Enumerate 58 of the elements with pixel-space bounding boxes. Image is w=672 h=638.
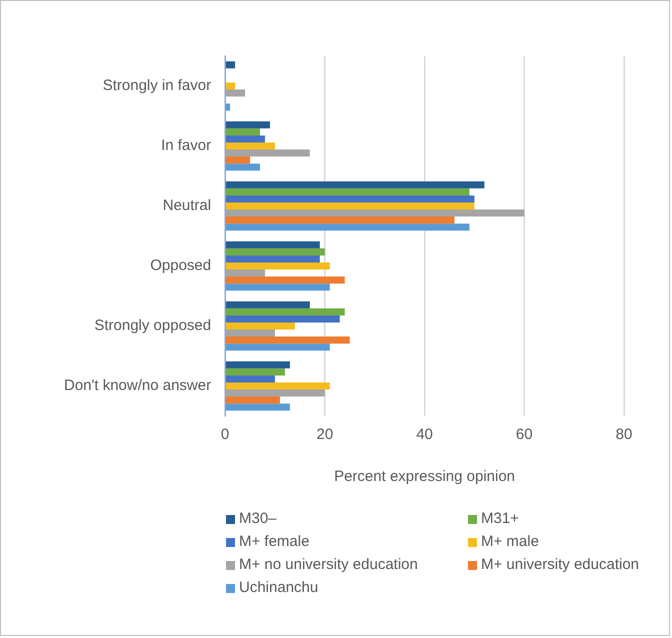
bar bbox=[226, 164, 260, 171]
bar bbox=[226, 135, 265, 142]
legend-label: M+ female bbox=[238, 533, 310, 550]
bar bbox=[226, 104, 230, 111]
bar bbox=[226, 361, 290, 368]
x-tick-label: 0 bbox=[220, 426, 230, 444]
bar bbox=[226, 156, 250, 164]
bar bbox=[226, 128, 260, 136]
bar bbox=[226, 150, 310, 157]
y-tick-label: In favor bbox=[161, 137, 212, 154]
bar bbox=[226, 336, 350, 344]
legend-label: M+ no university education bbox=[238, 556, 419, 573]
bar bbox=[226, 308, 345, 316]
bar bbox=[226, 210, 524, 217]
y-tick-label: Neutral bbox=[162, 197, 212, 214]
bar bbox=[226, 344, 330, 351]
legend-label: M31+ bbox=[480, 510, 520, 527]
x-tick-label: 40 bbox=[416, 426, 433, 444]
bar bbox=[226, 195, 474, 202]
x-tick-label: 20 bbox=[316, 426, 334, 444]
y-tick-label: Strongly in favor bbox=[102, 77, 212, 94]
bar bbox=[226, 224, 470, 231]
bar bbox=[226, 322, 295, 330]
bar bbox=[226, 315, 340, 322]
bar bbox=[226, 188, 470, 196]
legend-label: M+ male bbox=[480, 533, 540, 550]
bar bbox=[226, 142, 275, 150]
bar bbox=[226, 330, 275, 337]
bar bbox=[226, 216, 454, 224]
bar bbox=[226, 276, 345, 284]
x-tick-label: 80 bbox=[616, 426, 632, 444]
x-axis-title: Percent expressing opinion bbox=[334, 468, 516, 486]
bar bbox=[226, 241, 320, 248]
bar bbox=[226, 82, 236, 90]
bar bbox=[226, 248, 325, 256]
bar bbox=[226, 90, 246, 97]
legend-label: M+ university education bbox=[480, 556, 640, 573]
bar bbox=[226, 375, 275, 382]
y-tick-label: Opposed bbox=[150, 257, 212, 274]
y-tick-label: Strongly opposed bbox=[94, 317, 212, 334]
bar bbox=[226, 262, 330, 270]
bar bbox=[226, 382, 330, 390]
bar bbox=[226, 61, 236, 68]
x-tick-label: 60 bbox=[516, 426, 533, 444]
bar bbox=[226, 404, 290, 411]
bar bbox=[226, 301, 310, 308]
legend-label: M30– bbox=[238, 510, 278, 527]
bar bbox=[226, 255, 320, 262]
y-tick-label: Don't know/no answer bbox=[64, 377, 212, 394]
bar bbox=[226, 390, 325, 397]
bar bbox=[226, 396, 280, 404]
bar bbox=[226, 202, 474, 210]
bar bbox=[226, 121, 270, 128]
bar bbox=[226, 284, 330, 291]
legend-label: Uchinanchu bbox=[238, 579, 320, 596]
bar bbox=[226, 368, 285, 376]
bar bbox=[226, 181, 484, 188]
bar bbox=[226, 270, 265, 277]
